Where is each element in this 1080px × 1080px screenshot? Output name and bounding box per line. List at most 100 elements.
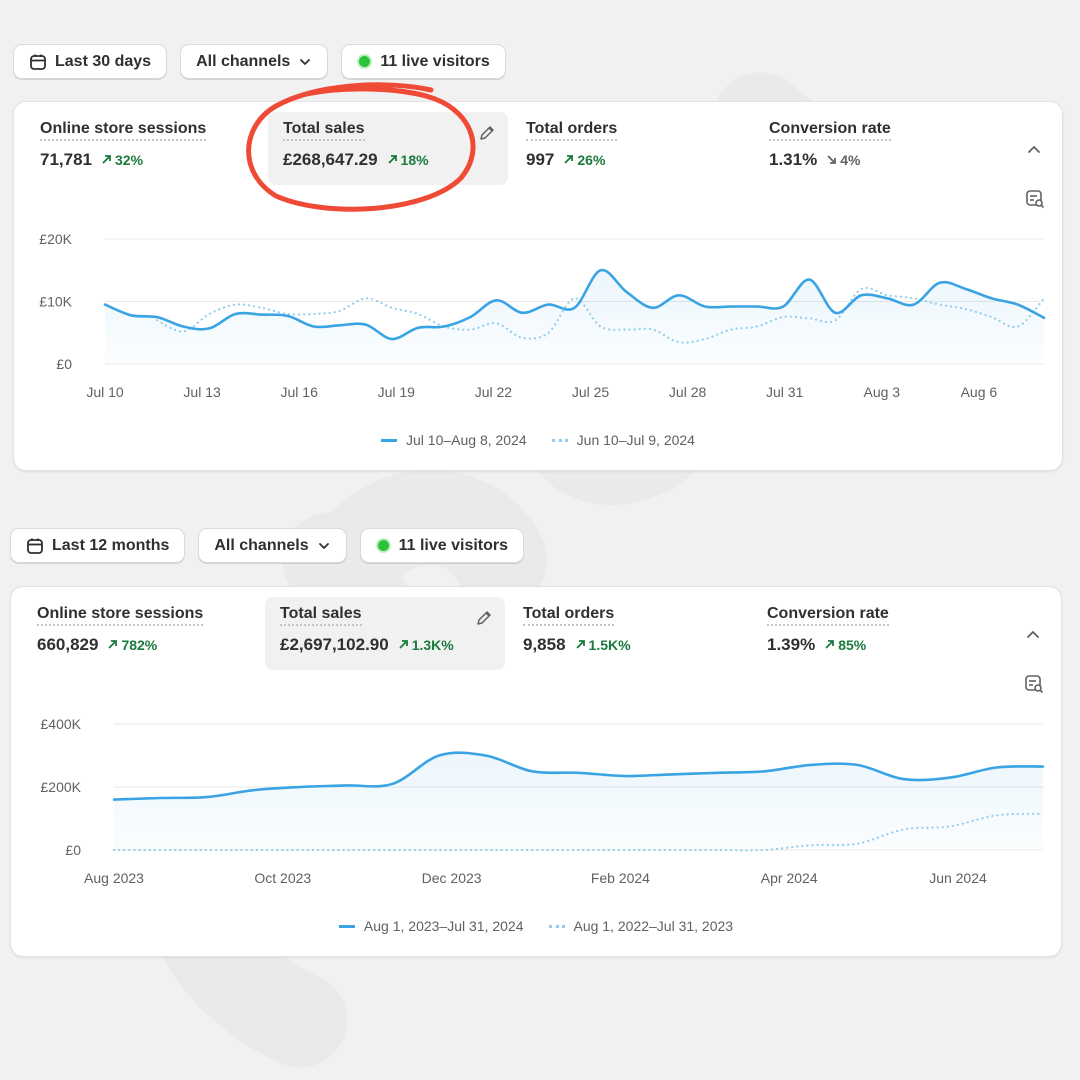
legend-item-previous[interactable]: Aug 1, 2022–Jul 31, 2023 [548,918,733,934]
y-tick-label: £20K [39,231,72,247]
metric-change-value: 26% [577,151,606,168]
metric-total-sales[interactable]: Total sales £2,697,102.90 1.3K% [265,597,505,670]
chevron-up-icon[interactable] [1026,142,1042,158]
live-visitors-button[interactable]: 11 live visitors [341,44,506,79]
x-tick-label: Jul 16 [281,384,319,400]
channels-label: All channels [214,536,309,554]
date-range-label: Last 30 days [55,52,152,70]
series-line-current[interactable] [103,268,1046,341]
live-visitors-label: 11 live visitors [380,52,490,70]
chart-insight-icon[interactable] [1024,674,1044,694]
metric-value: 9,858 [523,635,566,654]
chevron-down-icon [300,58,311,65]
channels-dropdown[interactable]: All channels [198,528,347,563]
toolbar-30-days: Last 30 days All channels 11 live visito… [13,44,506,79]
date-range-label: Last 12 months [52,536,170,554]
legend-item-current[interactable]: Jul 10–Aug 8, 2024 [381,432,527,448]
x-tick-label: Jul 28 [669,384,707,400]
pencil-icon[interactable] [478,124,496,142]
metric-change-value: 1.3K% [411,636,454,653]
metric-label: Total orders [526,120,618,141]
x-tick-label: Aug 6 [961,384,998,400]
x-tick-label: Jul 31 [766,384,804,400]
legend-swatch [548,924,565,928]
series-area-current [105,270,1044,364]
legend-item-current[interactable]: Aug 1, 2023–Jul 31, 2024 [338,918,524,934]
arrow-up-right-icon [102,155,111,164]
sales-chart-30-days: £20K £10K £0 Jul 10 Jul 13 Jul 16 Jul 19 Jul 22… [39,231,1046,400]
x-tick-label: Dec 2023 [422,870,482,886]
date-range-button[interactable]: Last 12 months [10,528,186,563]
arrow-up-right-icon [564,155,574,164]
metric-sessions[interactable]: Online store sessions 660,829 782% [22,597,262,670]
metric-value: 71,781 [40,150,92,169]
legend-label: Jul 10–Aug 8, 2024 [406,432,527,448]
y-tick-label: £0 [56,356,72,372]
arrow-up-right-icon [575,640,585,649]
date-range-button[interactable]: Last 30 days [13,44,168,79]
metric-sessions[interactable]: Online store sessions 71,781 32% [25,112,265,185]
metric-change: 85% [824,637,866,653]
series-area-current [114,752,1043,850]
x-tick-label: Jul 22 [475,384,513,400]
metric-change-value: 85% [838,636,867,653]
metric-change: 26% [563,152,605,168]
series-line-current[interactable] [112,751,1045,801]
chevron-up-icon[interactable] [1025,627,1041,643]
series-line-previous[interactable] [156,286,1046,344]
metric-label: Online store sessions [37,605,204,626]
metric-change: 1.3K% [398,637,454,653]
arrow-up-right-icon [399,640,408,649]
live-visitors-label: 11 live visitors [398,536,509,554]
chart-legend: Aug 1, 2023–Jul 31, 2024 Aug 1, 2022–Jul… [11,918,1061,934]
series-line-previous[interactable] [112,812,1045,852]
metric-total-orders[interactable]: Total orders 997 26% [511,112,751,185]
x-tick-label: Jul 25 [572,384,610,400]
x-tick-label: Aug 2023 [84,870,144,886]
metric-change: 4% [826,152,860,168]
legend-item-previous[interactable]: Jun 10–Jul 9, 2024 [551,432,695,448]
metric-total-orders[interactable]: Total orders 9,858 1.5K% [508,597,748,670]
metric-change-value: 4% [840,151,861,168]
metric-change-value: 32% [115,151,144,168]
channels-label: All channels [196,52,291,70]
metric-change: 782% [107,637,157,653]
x-tick-label: Jul 13 [183,384,221,400]
pencil-icon[interactable] [475,609,493,627]
toolbar-12-months: Last 12 months All channels 11 live visi… [10,528,525,563]
x-tick-label: Feb 2024 [591,870,650,886]
channels-dropdown[interactable]: All channels [180,44,329,79]
metric-value: 1.39% [767,635,816,654]
arrow-down-right-icon [827,155,837,164]
metric-label: Conversion rate [769,120,891,141]
legend-label: Aug 1, 2023–Jul 31, 2024 [363,918,524,934]
x-tick-label: Jul 10 [86,384,124,400]
x-tick-label: Apr 2024 [761,870,818,886]
chart-legend: Jul 10–Aug 8, 2024 Jun 10–Jul 9, 2024 [14,432,1062,448]
legend-label: Jun 10–Jul 9, 2024 [576,432,695,448]
metric-conversion-rate[interactable]: Conversion rate 1.39% 85% [752,597,992,670]
metric-conversion-rate[interactable]: Conversion rate 1.31% 4% [754,112,994,185]
arrow-up-right-icon [825,640,835,649]
y-tick-label: £400K [41,716,82,732]
metric-label: Total orders [523,605,615,626]
live-dot-icon [357,54,373,69]
x-tick-label: Jul 19 [378,384,416,400]
x-tick-label: Jun 2024 [929,870,987,886]
metric-label: Conversion rate [767,605,889,626]
chart-insight-icon[interactable] [1025,189,1045,209]
legend-swatch [551,438,568,442]
metric-change: 32% [101,152,143,168]
arrow-up-right-icon [108,640,118,649]
live-dot-icon [375,538,391,553]
live-visitors-button[interactable]: 11 live visitors [359,528,525,563]
legend-swatch [338,924,355,928]
y-tick-label: £200K [41,779,82,795]
metric-label: Total sales [280,605,362,626]
metric-label: Online store sessions [40,120,207,141]
y-tick-label: £0 [65,842,81,858]
calendar-icon [30,54,46,70]
metric-value: £2,697,102.90 [280,635,389,654]
x-tick-label: Aug 3 [864,384,901,400]
